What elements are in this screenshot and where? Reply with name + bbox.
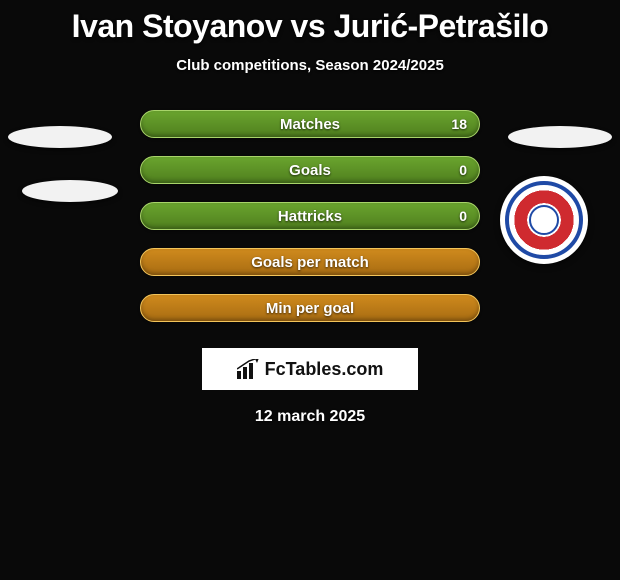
page-title: Ivan Stoyanov vs Jurić-Petrašilo: [0, 0, 620, 45]
brand-text: FcTables.com: [265, 359, 384, 380]
stat-bar-hattricks: Hattricks 0: [140, 202, 480, 230]
club-badge-ring: [505, 181, 583, 259]
stat-bar-min-per-goal: Min per goal: [140, 294, 480, 322]
stat-label: Matches: [141, 116, 479, 133]
stat-bar-goals-per-match: Goals per match: [140, 248, 480, 276]
stat-label: Goals per match: [141, 254, 479, 271]
bar-chart-icon: [237, 359, 259, 379]
stat-bar-goals: Goals 0: [140, 156, 480, 184]
stat-label: Min per goal: [141, 300, 479, 317]
stat-value: 18: [451, 116, 467, 132]
date-text: 12 march 2025: [0, 408, 620, 426]
placeholder-ellipse-left-1: [8, 126, 112, 148]
club-badge: [500, 176, 588, 264]
stat-bar-matches: Matches 18: [140, 110, 480, 138]
stat-value: 0: [459, 162, 467, 178]
stat-value: 0: [459, 208, 467, 224]
stat-label: Goals: [141, 162, 479, 179]
placeholder-ellipse-left-2: [22, 180, 118, 202]
subtitle: Club competitions, Season 2024/2025: [0, 57, 620, 74]
club-badge-center: [529, 205, 559, 235]
stat-label: Hattricks: [141, 208, 479, 225]
placeholder-ellipse-right-1: [508, 126, 612, 148]
brand-box: FcTables.com: [202, 348, 418, 390]
